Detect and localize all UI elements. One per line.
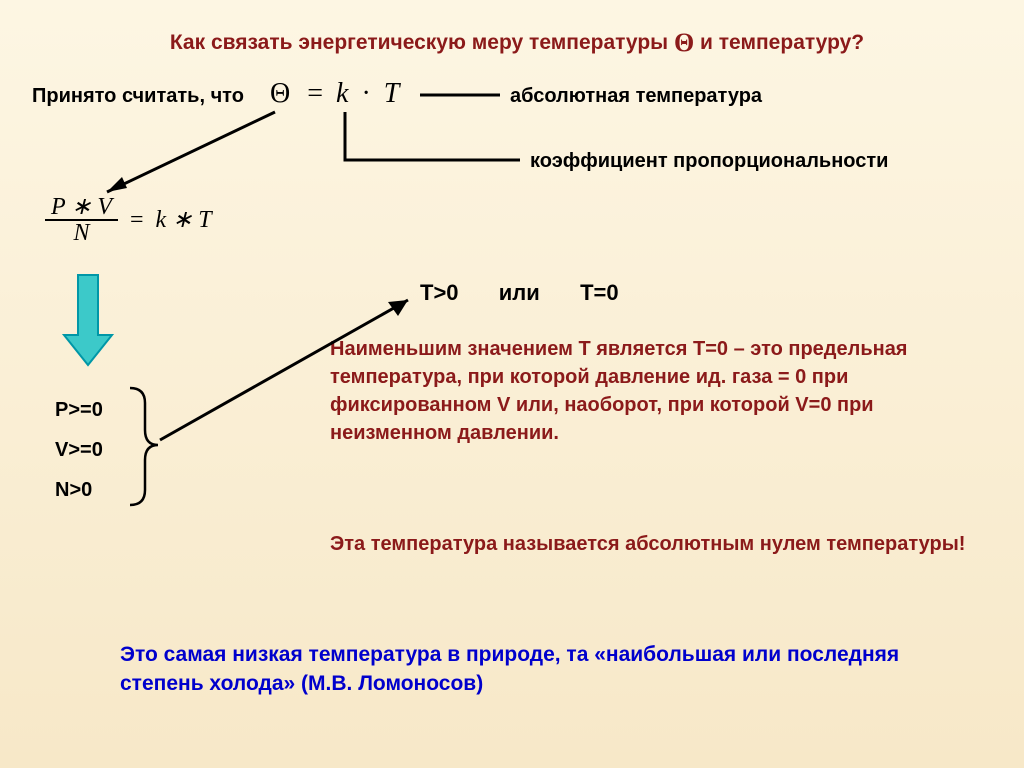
theta-icon: Θ [674, 28, 694, 58]
cond-n: N>0 [55, 470, 103, 510]
t-gt-0: T>0 [420, 280, 459, 305]
arrow-theta-to-formula2 [107, 112, 275, 192]
curly-brace-icon [130, 388, 158, 505]
formula1-eq: = [303, 78, 327, 109]
formula2-rhs: k ∗ T [156, 207, 212, 233]
title-post: и температуру? [700, 31, 864, 54]
arrowhead-conds-to-tcond [388, 300, 408, 316]
t-condition: T>0 или T=0 [420, 280, 619, 306]
absolute-temperature-label: абсолютная температура [510, 85, 762, 108]
formula1-lhs: Θ [270, 78, 296, 109]
formula1-T: T [382, 78, 400, 109]
lomonosov-quote: Это самая низкая температура в природе, … [120, 640, 944, 699]
cond-v: V>=0 [55, 430, 103, 470]
connector-k-to-coeff [345, 112, 520, 160]
fraction-numerator: P ∗ V [45, 195, 118, 219]
formula2-eq: = [124, 207, 150, 233]
paragraph-absolute-zero-name: Эта температура называется абсолютным ну… [330, 530, 974, 558]
formula-theta-equals-kt: Θ = k · T [270, 78, 399, 110]
formula1-dot: · [357, 78, 374, 109]
t-or: или [499, 280, 540, 305]
t-eq-0: T=0 [580, 280, 619, 305]
block-arrow-down-icon [64, 275, 112, 365]
fraction-denominator: N [45, 219, 118, 245]
formula1-k: k [334, 78, 350, 109]
conditions-list: P>=0 V>=0 N>0 [55, 390, 103, 510]
paragraph-absolute-zero-definition: Наименьшим значением Т является Т=0 – эт… [330, 335, 974, 447]
proportionality-coefficient-label: коэффициент пропорциональности [530, 150, 888, 173]
formula-pv-over-n: P ∗ V N = k ∗ T [45, 195, 212, 245]
title-pre: Как связать энергетическую меру температ… [170, 31, 668, 54]
slide-title: Как связать энергетическую меру температ… [70, 28, 964, 58]
fraction: P ∗ V N [45, 195, 118, 245]
lead-in-text: Принято считать, что [32, 85, 244, 108]
arrowhead-theta-to-formula2 [107, 177, 127, 192]
cond-p: P>=0 [55, 390, 103, 430]
